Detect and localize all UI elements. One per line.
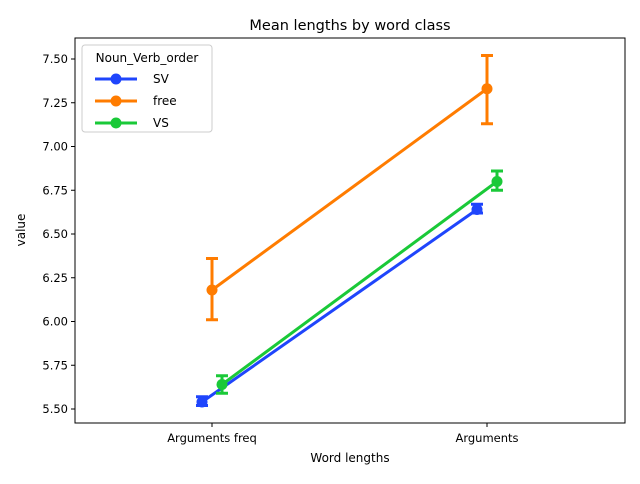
y-tick-label: 7.50 (42, 52, 68, 66)
y-tick-label: 6.50 (42, 227, 68, 241)
legend-marker-free (110, 95, 122, 107)
data-point-VS (491, 176, 503, 187)
legend-label-SV: SV (153, 72, 170, 86)
data-point-free (481, 83, 493, 95)
y-tick-label: 5.50 (42, 402, 68, 416)
legend: Noun_Verb_order SV free VS (81, 44, 213, 133)
legend-label-free: free (153, 94, 177, 108)
x-tick-label: Arguments freq (167, 431, 257, 445)
plot-frame (74, 37, 626, 424)
chart-title: Mean lengths by word class (249, 18, 450, 34)
plot-area (196, 54, 503, 408)
y-tick-label: 6.25 (42, 271, 68, 285)
x-tick-label: Arguments (455, 431, 518, 445)
legend-title: Noun_Verb_order (96, 51, 199, 65)
axes: 5.50 5.75 6.00 6.25 6.50 6.75 7.00 7.25 7.50 Argu… (42, 52, 518, 445)
data-point-SV (471, 204, 483, 215)
series-line-SV (201, 208, 478, 404)
legend-label-VS: VS (153, 116, 169, 130)
data-point-VS (216, 379, 228, 390)
legend-marker-VS (110, 117, 122, 129)
y-tick-label: 7.00 (42, 140, 68, 154)
y-axis-label: value (14, 214, 28, 247)
data-point-free (206, 284, 218, 296)
y-tick-label: 7.25 (42, 96, 68, 110)
data-point-SV (196, 396, 208, 408)
y-tick-label: 6.00 (42, 315, 68, 329)
legend-box (81, 44, 213, 133)
series-line-VS (221, 180, 498, 386)
y-tick-label: 5.75 (42, 358, 68, 372)
x-axis-label: Word lengths (310, 451, 389, 465)
y-tick-label: 6.75 (42, 183, 68, 197)
legend-marker-SV (110, 73, 122, 85)
series-line-free (211, 87, 488, 292)
